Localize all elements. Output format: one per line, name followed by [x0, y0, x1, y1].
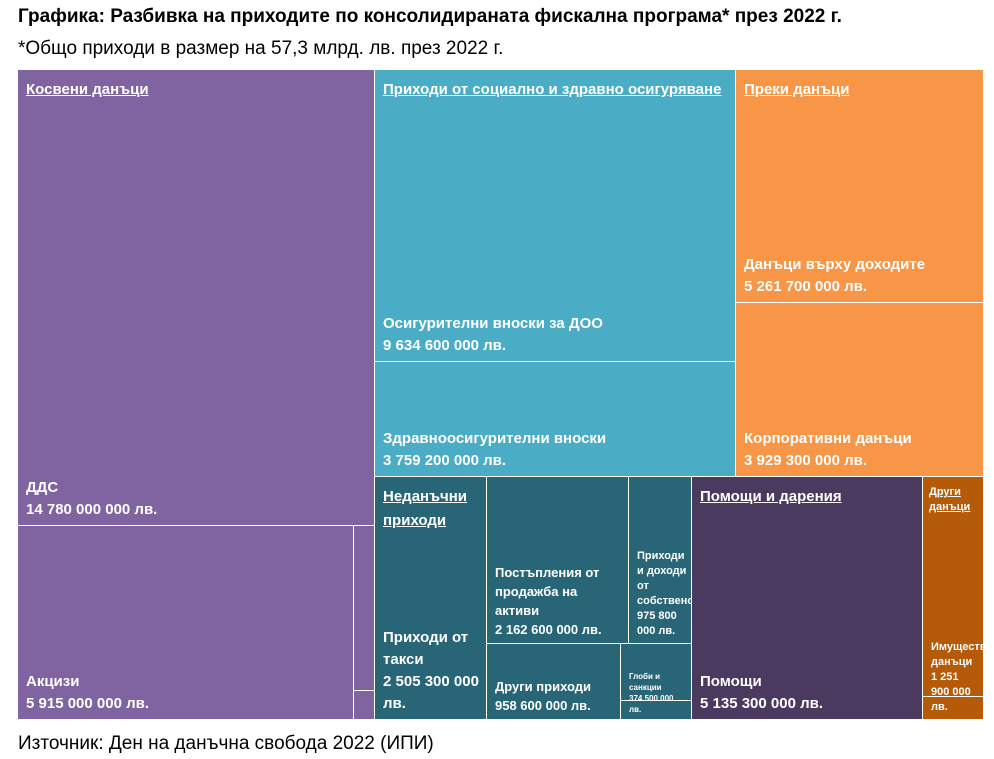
treemap-cell: Приходи и доходи от собственост 975 800 0…: [629, 477, 692, 644]
cell-name: Здравноосигурителни вноски: [383, 430, 607, 447]
treemap-cell: Косвени данъци ДДС 14 780 000 000 лв.: [18, 70, 375, 526]
group-label: Помощи и дарения: [700, 488, 842, 505]
cell-value: 5 915 000 000 лв.: [26, 695, 150, 712]
cell-label: Приходи и доходи от собственост 975 800 0…: [637, 549, 691, 639]
cell-label: Корпоративни данъци 3 929 300 000 лв.: [744, 428, 979, 472]
treemap-chart: Косвени данъци ДДС 14 780 000 000 лв. Акциз…: [18, 70, 984, 720]
cell-value: 2 505 300 000 лв.: [383, 673, 479, 712]
cell-label: Глоби и санкции 374 500 000 лв.: [629, 671, 687, 715]
treemap-cell: Помощи и дарения Помощи 5 135 300 000 лв.: [692, 477, 923, 720]
cell-label: Приходи от такси 2 505 300 000 лв.: [383, 627, 482, 715]
cell-value: 374 500 000 лв.: [629, 694, 674, 714]
cell-divider: [621, 700, 692, 701]
group-label: Неданъчни приходи: [383, 488, 468, 529]
cell-value: 5 261 700 000 лв.: [744, 278, 868, 295]
cell-label: Осигурителни вноски за ДОО 9 634 600 000 …: [383, 313, 731, 357]
cell-label: Акцизи 5 915 000 000 лв.: [26, 671, 370, 715]
cell-value: 9 634 600 000 лв.: [383, 337, 507, 354]
cell-value: 1 251 900 000 лв.: [931, 671, 971, 713]
cell-name: Приходи от такси: [383, 629, 469, 668]
cell-value: 14 780 000 000 лв.: [26, 501, 158, 518]
cell-value: 975 800 000 лв.: [637, 610, 677, 637]
cell-value: 3 929 300 000 лв.: [744, 452, 868, 469]
treemap-cell: Корпоративни данъци 3 929 300 000 лв.: [736, 303, 984, 477]
cell-value: 958 600 000 лв.: [495, 698, 591, 713]
cell-value: 5 135 300 000 лв.: [700, 695, 824, 712]
treemap-cell: Глоби и санкции 374 500 000 лв.: [621, 644, 692, 720]
cell-label: Здравноосигурителни вноски 3 759 200 000 …: [383, 428, 731, 472]
cell-value: 3 759 200 000 лв.: [383, 452, 507, 469]
cell-divider: [923, 696, 984, 697]
cell-label: Помощи 5 135 300 000 лв.: [700, 671, 918, 715]
page-subtitle: *Общо приходи в размер на 57,3 млрд. лв.…: [18, 38, 504, 59]
page-title: Графика: Разбивка на приходите по консол…: [18, 6, 842, 27]
group-label: Приходи от социално и здравно осигуряван…: [383, 81, 722, 98]
treemap-cell: Неданъчни приходи Приходи от такси 2 505 3…: [375, 477, 487, 720]
cell-label: Данъци върху доходите 5 261 700 000 лв.: [744, 254, 979, 298]
cell-name: Приходи и доходи от собственост: [637, 550, 691, 607]
cell-name: Глоби и санкции: [629, 672, 662, 692]
treemap-cell: Преки данъци Данъци върху доходите 5 261 7…: [736, 70, 984, 303]
cell-name: Постъпления от продажба на активи: [495, 565, 600, 618]
group-label: Косвени данъци: [26, 81, 149, 98]
cell-name: Осигурителни вноски за ДОО: [383, 315, 603, 332]
treemap-cell: Здравноосигурителни вноски 3 759 200 000 …: [375, 362, 736, 477]
cell-name: Корпоративни данъци: [744, 430, 912, 447]
cell-divider: [353, 526, 354, 720]
group-label: Други данъци: [929, 486, 971, 513]
cell-label: Други приходи 958 600 000 лв.: [495, 677, 616, 715]
cell-name: Имуществени данъци: [931, 641, 983, 668]
treemap-cell: Други приходи 958 600 000 лв.: [487, 644, 621, 720]
cell-label: Постъпления от продажба на активи 2 162 6…: [495, 563, 624, 639]
treemap-cell: Постъпления от продажба на активи 2 162 6…: [487, 477, 629, 644]
cell-value: 2 162 600 000 лв.: [495, 622, 602, 637]
cell-label: ДДС 14 780 000 000 лв.: [26, 477, 370, 521]
cell-name: Помощи: [700, 673, 762, 690]
group-label: Преки данъци: [744, 81, 850, 98]
cell-divider: [353, 690, 375, 691]
cell-name: Други приходи: [495, 679, 591, 694]
treemap-cell: Акцизи 5 915 000 000 лв.: [18, 526, 375, 720]
cell-name: ДДС: [26, 479, 59, 496]
source-note: Източник: Ден на данъчна свобода 2022 (И…: [18, 733, 434, 754]
treemap-cell: Други данъци Имуществени данъци 1 251 900 …: [923, 477, 984, 720]
treemap-cell: Приходи от социално и здравно осигуряван…: [375, 70, 736, 362]
cell-name: Акцизи: [26, 673, 80, 690]
cell-name: Данъци върху доходите: [744, 256, 926, 273]
cell-label: Имуществени данъци 1 251 900 000 лв.: [931, 640, 983, 715]
